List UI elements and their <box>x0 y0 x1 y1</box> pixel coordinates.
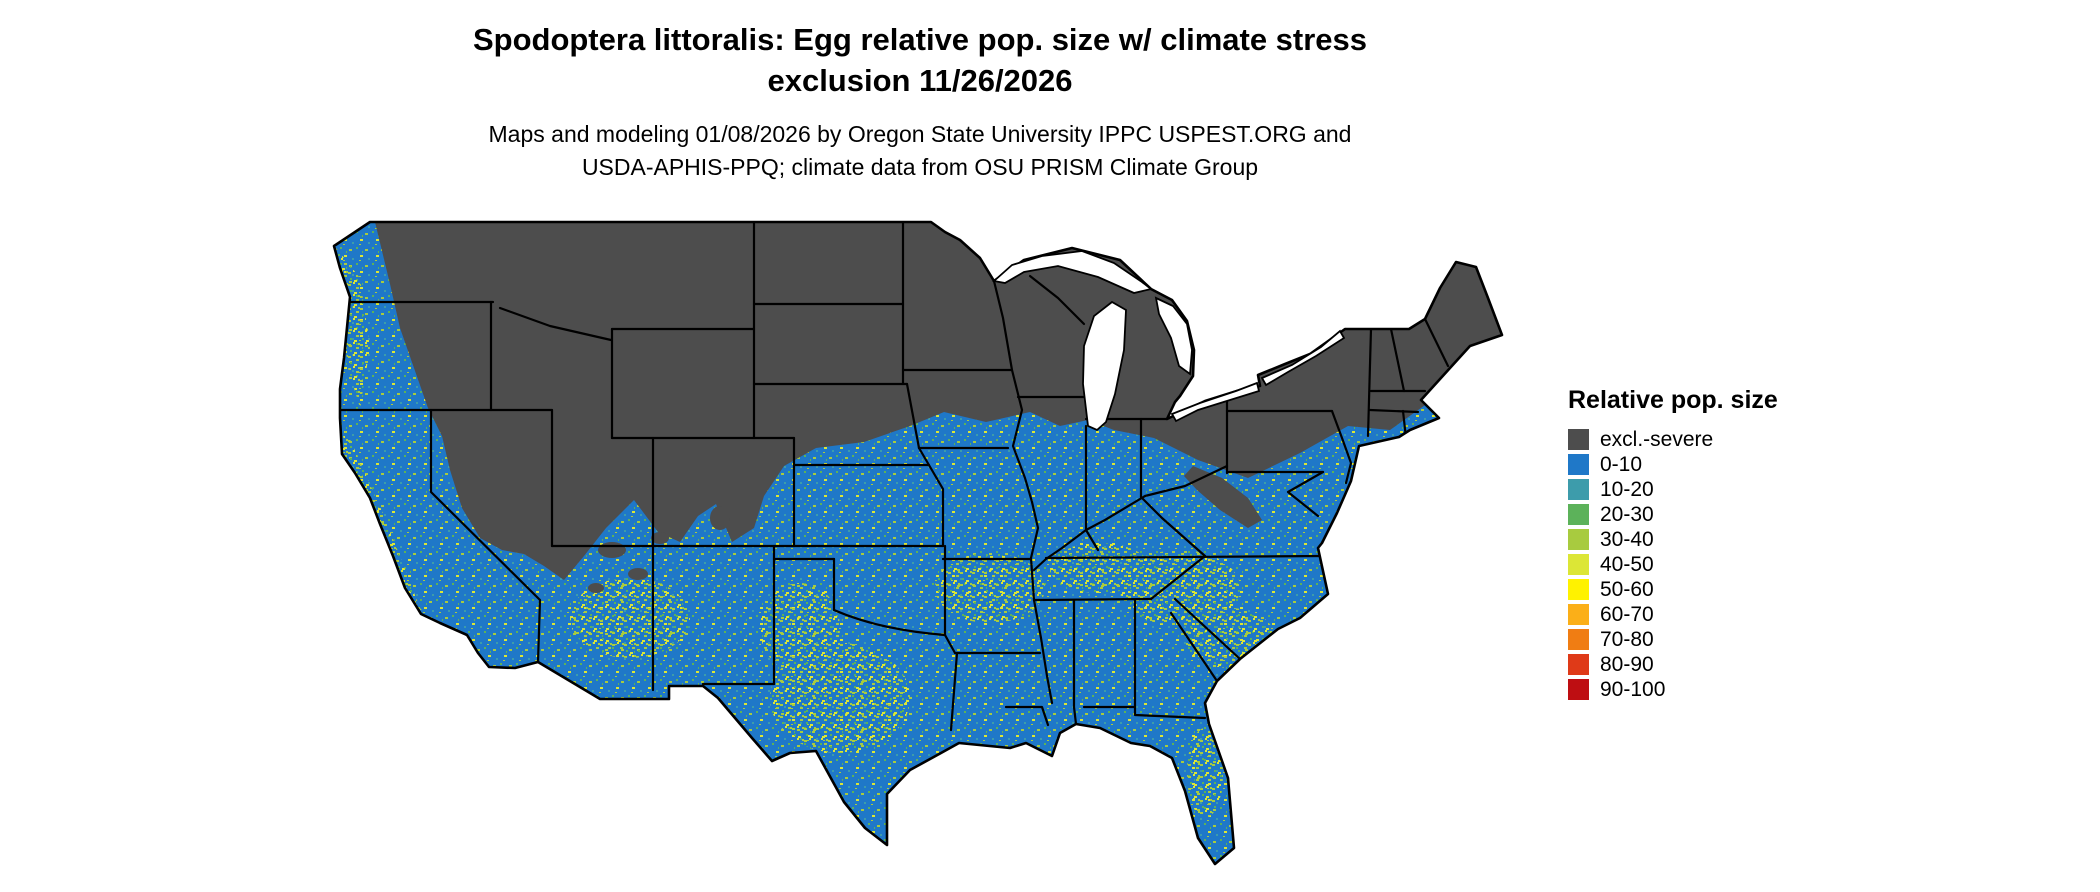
legend-item: 10-20 <box>1568 477 1838 502</box>
legend: Relative pop. size excl.-severe 0-10 10-20… <box>1568 386 1838 702</box>
legend-label: 90-100 <box>1600 678 1666 701</box>
legend-items: excl.-severe 0-10 10-20 20-30 30-40 40-50 50-6… <box>1568 427 1838 702</box>
legend-item: 80-90 <box>1568 652 1838 677</box>
state-borders <box>338 222 1450 732</box>
legend-swatch <box>1568 454 1589 475</box>
us-climate-map <box>300 198 1540 888</box>
excluded-region <box>375 222 1502 580</box>
legend-label: 80-90 <box>1600 653 1654 676</box>
legend-swatch <box>1568 504 1589 525</box>
legend-label: 20-30 <box>1600 503 1654 526</box>
raster-layer <box>334 222 1502 864</box>
lake-erie <box>1170 381 1261 423</box>
legend-label: 40-50 <box>1600 553 1654 576</box>
legend-swatch <box>1568 429 1589 450</box>
lake-ontario <box>1260 329 1346 387</box>
map-title-line1: Spodoptera littoralis: Egg relative pop.… <box>472 22 1368 57</box>
title-block: Spodoptera littoralis: Egg relative pop.… <box>0 20 1840 185</box>
legend-swatch <box>1568 554 1589 575</box>
legend-label: excl.-severe <box>1600 428 1714 451</box>
legend-title: Relative pop. size <box>1568 386 1778 414</box>
legend-swatch <box>1568 579 1589 600</box>
legend-item: 20-30 <box>1568 502 1838 527</box>
lake-superior <box>992 250 1154 294</box>
legend-label: 50-60 <box>1600 578 1654 601</box>
legend-item: 90-100 <box>1568 677 1838 702</box>
legend-item: excl.-severe <box>1568 427 1838 452</box>
legend-label: 60-70 <box>1600 603 1654 626</box>
us-map-svg <box>332 220 1504 866</box>
map-subtitle-line2: USDA-APHIS-PPQ; climate data from OSU PR… <box>581 154 1259 181</box>
lake-huron <box>1154 296 1193 376</box>
legend-item: 40-50 <box>1568 552 1838 577</box>
map-title-line2: exclusion 11/26/2026 <box>767 62 1073 98</box>
legend-item: 50-60 <box>1568 577 1838 602</box>
legend-item: 70-80 <box>1568 627 1838 652</box>
legend-label: 70-80 <box>1600 628 1654 651</box>
great-lakes <box>992 250 1346 432</box>
lake-michigan <box>1082 300 1127 432</box>
legend-item: 60-70 <box>1568 602 1838 627</box>
legend-swatch <box>1568 479 1589 500</box>
map-subtitle-line1: Maps and modeling 01/08/2026 by Oregon S… <box>488 120 1352 147</box>
legend-item: 0-10 <box>1568 452 1838 477</box>
legend-swatch <box>1568 679 1589 700</box>
us-outline <box>332 220 1504 866</box>
excluded-mountain-patches <box>588 466 1262 593</box>
legend-item: 30-40 <box>1568 527 1838 552</box>
legend-swatch <box>1568 529 1589 550</box>
population-dense-patches <box>336 248 1275 818</box>
legend-label: 30-40 <box>1600 528 1654 551</box>
legend-swatch <box>1568 629 1589 650</box>
subtitle-block: Maps and modeling 01/08/2026 by Oregon S… <box>0 118 1840 185</box>
legend-swatch <box>1568 604 1589 625</box>
legend-swatch <box>1568 654 1589 675</box>
legend-label: 0-10 <box>1600 453 1643 476</box>
legend-label: 10-20 <box>1600 478 1654 501</box>
